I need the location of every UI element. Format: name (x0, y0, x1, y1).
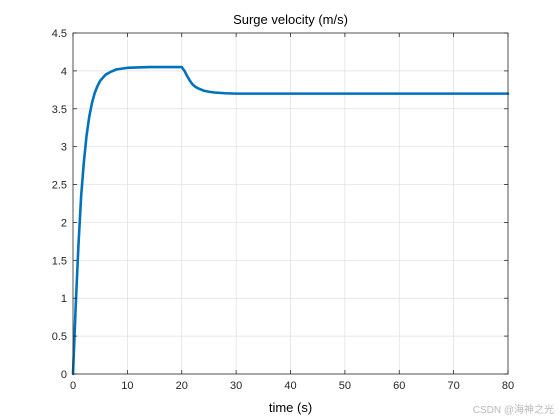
y-tick-label: 0.5 (52, 331, 67, 343)
x-tick-label: 70 (448, 380, 460, 392)
watermark: CSDN @海神之光 (472, 405, 554, 416)
x-tick-label: 20 (176, 380, 188, 392)
y-tick-label: 1.5 (52, 255, 67, 267)
y-tick-label: 3 (61, 142, 67, 154)
y-tick-label: 2.5 (52, 180, 67, 192)
y-tick-label: 4 (61, 66, 67, 78)
x-tick-label: 30 (230, 380, 242, 392)
chart-title: Surge velocity (m/s) (233, 12, 348, 27)
x-tick-label: 50 (339, 380, 351, 392)
y-tick-label: 2 (61, 217, 67, 229)
series-line-1 (71, 65, 510, 376)
x-tick-label: 60 (393, 380, 405, 392)
ticks: 0 10 20 30 40 50 60 70 80 0 0.5 1 1.5 2 2.5 3 3.5 4 4.5 (52, 28, 514, 392)
x-tick-label: 40 (284, 380, 296, 392)
x-tick-label: 10 (121, 380, 133, 392)
x-axis-label: time (s) (269, 400, 312, 415)
y-tick-label: 1 (61, 293, 67, 305)
x-tick-label: 80 (502, 380, 514, 392)
x-tick-label: 0 (70, 380, 76, 392)
y-tick-label: 3.5 (52, 104, 67, 116)
y-tick-label: 4.5 (52, 28, 67, 40)
y-tick-label: 0 (61, 369, 67, 381)
grid (73, 33, 508, 374)
series-layer (71, 65, 510, 376)
